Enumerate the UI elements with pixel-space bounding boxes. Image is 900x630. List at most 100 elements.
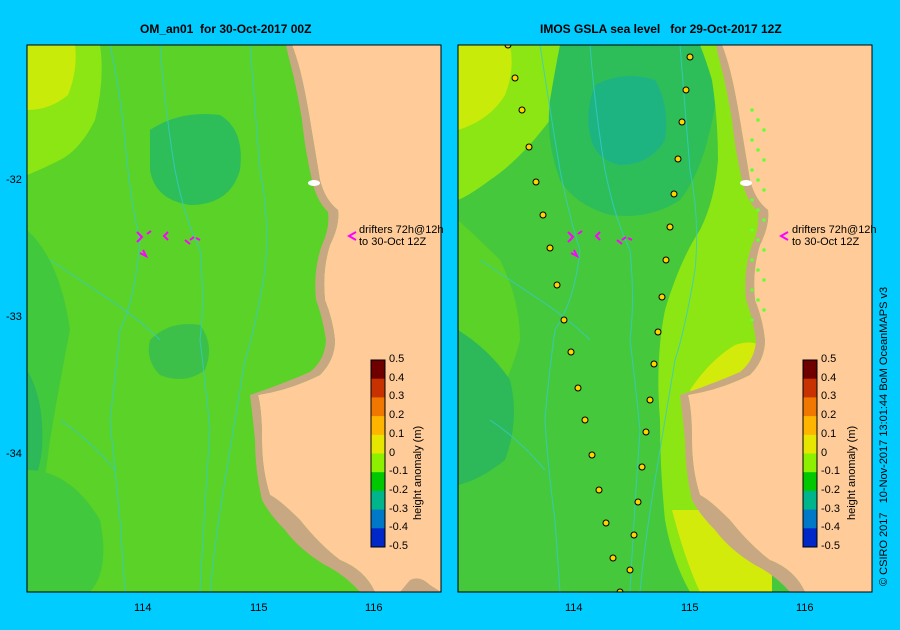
track-sample-dot [756,178,760,182]
colorbar-segment [371,509,385,529]
track-sample-dot [762,248,766,252]
map-panel-1 [27,45,441,592]
track-sample-dot [682,86,690,94]
track-sample-dot [634,498,642,506]
colorbar-segment [803,360,817,380]
colorbar-tick-label: 0.4 [821,371,837,384]
track-sample-dot [567,348,575,356]
track-sample-dot [654,328,662,336]
colorbar-tick-label: 0.2 [821,409,837,422]
track-sample-dot [638,463,646,471]
colorbar-segment [371,490,385,511]
track-sample-dot [756,238,760,242]
track-sample-dot [750,168,754,172]
colorbar-tick-label: 0.1 [389,427,405,440]
track-sample-dot [762,158,766,162]
track-sample-dot [539,211,547,219]
track-sample-dot [750,318,754,322]
track-sample-dot [588,451,596,459]
lat-tick-label: -33 [6,311,22,323]
colorbar-tick-label: 0.5 [389,353,405,365]
track-sample-dot [750,288,754,292]
colorbar-tick-label: 0.2 [389,409,405,422]
lon-tick-label: 115 [250,602,268,614]
track-sample-dot [518,106,526,114]
colorbar-tick-label: 0.1 [821,427,837,440]
track-sample-dot [674,155,682,163]
track-sample-dot [662,256,670,264]
colorbar-segment [371,472,385,492]
map-panel-2 [458,45,872,607]
track-sample-dot [623,601,629,607]
colorbar-tick-label: 0.5 [821,353,837,365]
colorbar-segment [803,453,817,473]
colorbar-tick-label: -0.5 [821,540,840,552]
track-sample-dot [553,281,561,289]
track-sample-dot [756,298,760,302]
track-sample-dot [602,519,610,527]
track-sample-dot [762,308,766,312]
drifter-arrow-1 [346,231,357,241]
colorbar-tick-label: -0.2 [389,483,408,496]
colorbar-segment [371,434,385,454]
colorbar-tick-label: 0.3 [389,390,405,403]
lat-tick-label: -32 [6,174,22,186]
track-sample-dot [756,148,760,152]
lat-tick-label: -34 [6,448,22,460]
track-sample-dot [686,53,694,61]
track-sample-dot [646,396,654,404]
track-sample-dot [642,428,650,436]
colorbar-segment [803,378,817,398]
colorbar-segment [371,378,385,398]
credit-text: © CSIRO 2017 10-Nov-2017 13:01:44 BoM Oc… [878,286,890,586]
track-sample-dot [756,268,760,272]
colorbar-2 [802,359,818,548]
colorbar-tick-label: -0.4 [389,521,408,534]
panel-1-title: OM_an01 for 30-Oct-2017 00Z [140,22,312,36]
track-sample-dot [574,384,582,392]
colorbar-tick-label: -0.4 [821,521,840,534]
track-sample-dot [750,228,754,232]
drifter-arrow-2 [778,231,789,241]
track-sample-dot [650,360,658,368]
drifter-label-1: drifters 72h@12h to 30-Oct 12Z [359,224,444,248]
track-sample-dot [511,74,519,82]
track-sample-dot [546,244,554,252]
track-sample-dot [762,188,766,192]
track-sample-dot [750,108,754,112]
colorbar-tick-label: -0.3 [821,502,840,515]
track-sample-dot [504,45,512,49]
colorbar-segment [803,416,817,436]
track-sample-dot [581,416,589,424]
track-sample-dot [750,138,754,142]
colorbar-1-label: height anomaly (m) [412,425,424,520]
colorbar-tick-label: -0.1 [389,465,408,478]
colorbar-segment [803,528,817,548]
colorbar-tick-label: -0.3 [389,502,408,515]
colorbar-segment [803,490,817,511]
track-sample-dot [626,566,634,574]
track-sample-dot [670,190,678,198]
colorbar-segment [371,453,385,473]
colorbar-tick-label: -0.1 [821,465,840,478]
track-sample-dot [762,278,766,282]
colorbar-segment [371,416,385,436]
lon-tick-label: 116 [796,602,814,614]
lon-tick-label: 116 [365,602,383,614]
colorbar-segment [371,528,385,548]
colorbar-tick-label: 0 [821,446,828,459]
track-sample-dot [762,128,766,132]
track-sample-dot [630,531,638,539]
track-sample-dot [616,588,624,592]
track-sample-dot [756,118,760,122]
track-sample-dot [762,218,766,222]
track-sample-dot [666,223,674,231]
colorbar-2-label: height anomaly (m) [846,425,858,520]
track-sample-dot [750,198,754,202]
lon-tick-label: 114 [565,602,583,614]
colorbar-segment [803,397,817,417]
track-sample-dot [658,293,666,301]
colorbar-tick-label: 0.4 [389,371,405,384]
track-sample-dot [756,208,760,212]
